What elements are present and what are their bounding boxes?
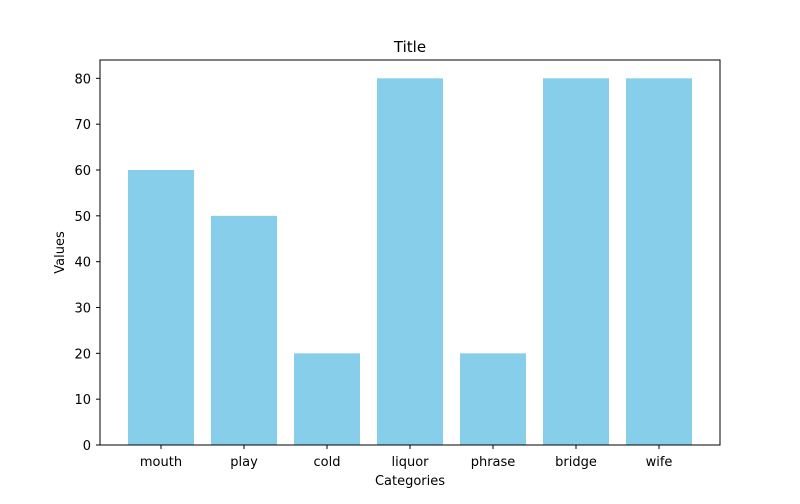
bar-phrase (460, 353, 526, 445)
y-tick-label: 0 (83, 439, 91, 454)
bar-play (211, 215, 277, 445)
x-axis-label: Categories (375, 474, 445, 489)
x-tick-label: phrase (471, 455, 516, 470)
x-tick-label: wife (646, 455, 673, 470)
y-tick-label: 60 (74, 164, 91, 179)
bar-liquor (377, 78, 443, 445)
bar-mouth (128, 170, 194, 445)
y-tick-label: 80 (74, 72, 91, 87)
plot-frame (99, 59, 721, 446)
y-axis-label: Values (53, 231, 68, 274)
x-tick-label: cold (314, 455, 341, 470)
x-axis: mouth play cold liquor phrase bridge wife (140, 445, 673, 470)
x-tick-label: play (230, 455, 258, 470)
y-tick-label: 20 (74, 347, 91, 362)
x-tick-label: bridge (555, 455, 597, 470)
x-tick-label: mouth (140, 455, 182, 470)
y-tick-label: 10 (74, 393, 91, 408)
y-tick-label: 30 (74, 302, 91, 317)
bars-group (128, 78, 692, 445)
bar-wife (626, 78, 692, 445)
bar-bridge (543, 78, 609, 445)
x-tick-label: liquor (391, 455, 429, 470)
y-tick-label: 40 (74, 256, 91, 271)
chart-title: Title (393, 38, 426, 56)
y-tick-label: 70 (74, 118, 91, 133)
y-axis: 0 10 20 30 40 50 60 70 80 (74, 72, 100, 454)
y-tick-label: 50 (74, 210, 91, 225)
bar-cold (294, 353, 360, 445)
